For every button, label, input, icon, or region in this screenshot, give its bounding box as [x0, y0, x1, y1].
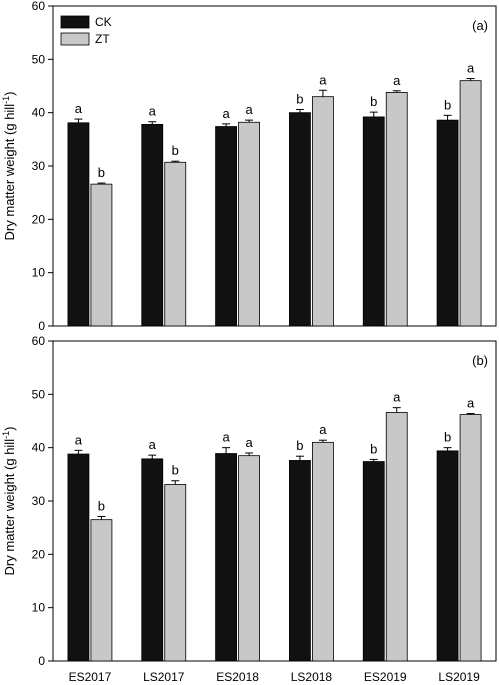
- legend: CK ZT: [60, 15, 112, 46]
- x-tick-label: ES2017: [69, 670, 112, 684]
- bar-zt: [238, 455, 260, 662]
- bar-ck: [67, 122, 90, 327]
- significance-label: b: [296, 91, 303, 106]
- y-tick-label: 60: [32, 334, 46, 348]
- significance-label: a: [319, 422, 327, 437]
- significance-label: b: [296, 438, 303, 453]
- significance-label: a: [467, 61, 475, 76]
- significance-label: b: [172, 463, 179, 478]
- legend-label-ck: CK: [95, 15, 112, 29]
- y-axis-title: Dry matter weight (g hill-1): [1, 427, 17, 576]
- panel-label: (a): [472, 18, 488, 33]
- bar-ck: [436, 119, 459, 327]
- bar-zt: [385, 92, 408, 327]
- significance-label: a: [467, 396, 475, 411]
- bar-zt: [164, 484, 187, 662]
- y-tick-label: 40: [32, 441, 46, 455]
- bar-zt: [459, 80, 482, 327]
- significance-label: a: [222, 430, 230, 445]
- y-tick-label: 30: [32, 159, 46, 173]
- bar-ck: [215, 453, 237, 662]
- significance-label: a: [245, 435, 253, 450]
- y-axis-title-suffix: ): [2, 92, 17, 96]
- significance-label: a: [393, 73, 401, 88]
- bar-zt: [90, 519, 113, 662]
- x-tick-label: ES2019: [364, 670, 407, 684]
- y-tick-label: 30: [32, 494, 46, 508]
- y-tick-label: 10: [32, 266, 46, 280]
- y-tick-label: 0: [38, 654, 45, 668]
- bar-ck: [362, 116, 385, 327]
- bar-ck: [436, 450, 459, 662]
- y-tick-label: 20: [32, 547, 46, 561]
- significance-label: b: [444, 97, 451, 112]
- significance-label: a: [149, 104, 157, 119]
- bar-zt: [90, 183, 113, 327]
- significance-label: a: [222, 106, 230, 121]
- bar-ck: [141, 458, 164, 662]
- bar-zt: [459, 414, 482, 662]
- y-axis-title-superscript: -1: [1, 431, 11, 439]
- significance-label: a: [319, 72, 327, 87]
- chart-panel-b: 0 10 20 30 40 50 60 Dry matter weight (g hill-1…: [1, 334, 497, 684]
- plot-frame: [52, 340, 497, 662]
- y-axis-title-suffix: ): [2, 427, 17, 431]
- bar-zt: [238, 121, 260, 327]
- significance-label: a: [245, 102, 253, 117]
- significance-label: a: [75, 101, 83, 116]
- plot-frame: [52, 5, 497, 327]
- significance-label: a: [149, 437, 157, 452]
- bar-ck: [67, 453, 90, 662]
- y-tick-label: 60: [32, 0, 46, 13]
- y-axis-title-superscript: -1: [1, 96, 11, 104]
- y-tick-label: 0: [38, 319, 45, 333]
- bar-ck: [141, 124, 164, 327]
- significance-label: a: [393, 390, 401, 405]
- y-axis-title: Dry matter weight (g hill-1): [1, 92, 17, 241]
- legend-label-zt: ZT: [95, 32, 110, 46]
- panel-label: (b): [472, 353, 488, 368]
- y-tick-label: 40: [32, 106, 46, 120]
- y-tick-label: 50: [32, 52, 46, 66]
- significance-label: b: [370, 94, 377, 109]
- y-axis-title-main: Dry matter weight (g hill: [2, 104, 17, 241]
- significance-label: b: [444, 430, 451, 445]
- bar-zt: [312, 96, 334, 327]
- x-tick-label: LS2018: [291, 670, 333, 684]
- chart-panel-a: 0 10 20 30 40 50 60 Dry matter weight (g hill-1…: [1, 0, 497, 333]
- y-axis-title-main: Dry matter weight (g hill: [2, 439, 17, 576]
- significance-label: b: [98, 498, 105, 513]
- bar-zt: [385, 412, 408, 662]
- x-tick-label: LS2017: [143, 670, 185, 684]
- y-tick-label: 20: [32, 212, 46, 226]
- y-tick-label: 10: [32, 601, 46, 615]
- significance-label: b: [172, 143, 179, 158]
- y-tick-label: 50: [32, 387, 46, 401]
- bar-ck: [289, 112, 311, 327]
- legend-swatch-ck: [60, 15, 90, 29]
- bar-zt: [312, 441, 334, 662]
- significance-label: b: [98, 165, 105, 180]
- bar-zt: [164, 161, 187, 327]
- significance-label: a: [75, 432, 83, 447]
- significance-label: b: [370, 441, 377, 456]
- bar-ck: [289, 460, 311, 662]
- x-tick-label: LS2019: [438, 670, 480, 684]
- bar-ck: [215, 126, 237, 327]
- bar-ck: [362, 461, 385, 662]
- x-tick-label: ES2018: [216, 670, 259, 684]
- legend-swatch-zt: [60, 32, 90, 46]
